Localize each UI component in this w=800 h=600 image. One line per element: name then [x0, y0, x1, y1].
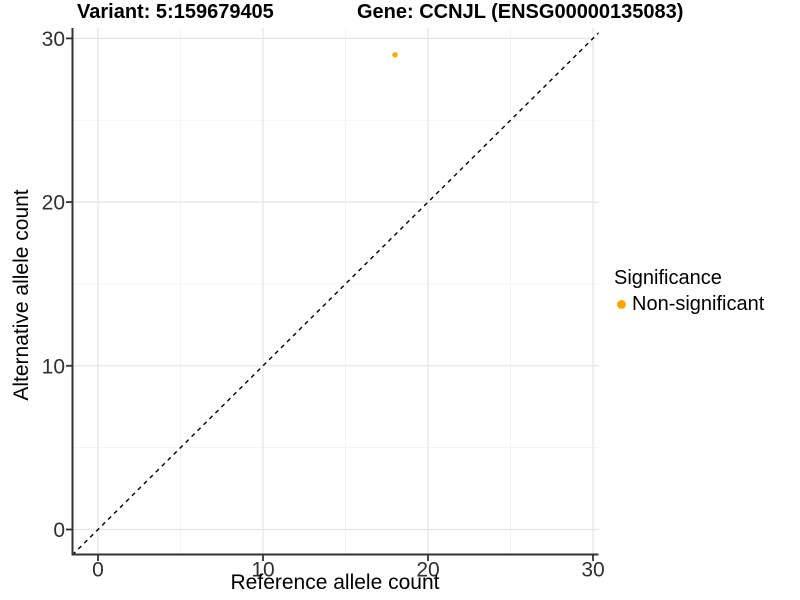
x-tick-label: 0	[92, 559, 104, 582]
plot-title-gene: Gene: CCNJL (ENSG00000135083)	[357, 1, 684, 23]
x-tick-label: 20	[416, 559, 439, 582]
data-point	[392, 52, 398, 58]
x-tick-label: 30	[581, 559, 604, 582]
legend-point-icon	[617, 299, 626, 309]
x-axis-title: Reference allele count	[230, 571, 440, 594]
y-axis-title: Alternative allele count	[10, 189, 33, 401]
legend-title: Significance	[614, 267, 722, 289]
y-tick-label: 20	[42, 192, 65, 215]
y-tick-label: 0	[53, 519, 65, 542]
identity-reference-line	[72, 31, 599, 555]
y-tick-label: 10	[42, 355, 65, 378]
x-tick-label: 10	[251, 559, 274, 582]
legend-entry-label: Non-significant	[632, 293, 765, 315]
legend-entry-non-significant: Non-significant	[614, 292, 764, 316]
plot-title-variant: Variant: 5:159679405	[77, 1, 274, 23]
y-tick-label: 30	[42, 28, 65, 51]
legend: Significance Non-significant	[614, 266, 764, 316]
